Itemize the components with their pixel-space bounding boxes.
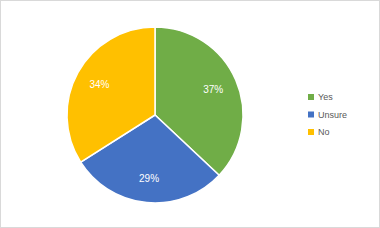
pie-slice <box>67 27 155 162</box>
legend-label: Unsure <box>318 110 347 120</box>
legend-label: Yes <box>318 92 333 102</box>
legend: Yes Unsure No <box>308 92 347 137</box>
legend-swatch <box>308 129 314 135</box>
legend-item: Unsure <box>308 110 347 120</box>
pie: 37% 29% 34% <box>67 27 243 203</box>
data-label: 37% <box>203 84 223 95</box>
data-label: 34% <box>89 79 109 90</box>
data-label: 29% <box>139 173 159 184</box>
legend-swatch <box>308 94 314 100</box>
legend-item: No <box>308 127 330 137</box>
chart-border <box>1 1 380 228</box>
legend-item: Yes <box>308 92 333 102</box>
legend-label: No <box>318 127 330 137</box>
chart: 37% 29% 34% Yes Unsure No <box>0 0 380 228</box>
legend-swatch <box>308 112 314 118</box>
